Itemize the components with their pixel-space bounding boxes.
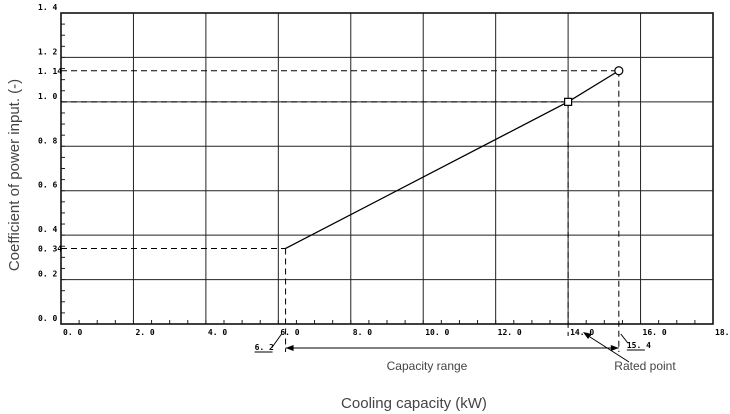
x-max-value-label: 15. 4 (627, 341, 651, 350)
y-tick-label: 1. 2 (38, 47, 57, 56)
series-layer (285, 66, 624, 250)
grid (60, 12, 714, 325)
y-tick-label: 1. 4 (38, 3, 57, 12)
y-tick-label: 0. 6 (38, 181, 57, 190)
y-tick-label: 0. 4 (38, 225, 57, 234)
x-tick-label: 2. 0 (135, 328, 154, 337)
x-min-value-label: 6. 2 (255, 343, 274, 352)
rated-point-arrowhead (583, 332, 592, 339)
series-line (285, 70, 620, 250)
x-tick-label: 10. 0 (425, 328, 449, 337)
capacity-arrowhead-right (610, 345, 619, 351)
x-min-leader (271, 333, 282, 349)
x-tick-label: 0. 0 (63, 328, 82, 337)
y-tick-label: 0. 0 (38, 314, 57, 323)
plot-frame (60, 12, 714, 325)
capacity-range-label: Capacity range (387, 359, 468, 373)
rated-point-marker (564, 97, 573, 106)
rated-point-leader (589, 336, 630, 363)
y-axis-label: Coefficient of power input. (-) (6, 79, 23, 271)
x-tick-label: 8. 0 (353, 328, 372, 337)
x-tick-label: 4. 0 (208, 328, 227, 337)
x-tick-label: 6. 0 (280, 328, 299, 337)
x-tick-labels: 0. 0 2. 0 4. 0 6. 0 8. 0 10. 0 12. 0 14. 0 16. 0… (63, 328, 730, 337)
x-tick-label: 12. 0 (498, 328, 522, 337)
capacity-arrowhead-left (285, 345, 294, 351)
y-tick-label: 0. 2 (38, 270, 57, 279)
reference-lines (61, 70, 620, 352)
x-max-leader (620, 333, 629, 344)
y-max-value-label: 1. 14 (38, 67, 62, 76)
y-tick-label: 1. 0 (38, 92, 57, 101)
annotations: 1. 14 0. 34 6. 2 15. 4 (38, 67, 651, 363)
y-min-value-label: 0. 34 (38, 244, 62, 253)
x-tick-label: 16. 0 (643, 328, 667, 337)
x-tick-label: 18. 0 (715, 328, 730, 337)
x-axis-label: Cooling capacity (kW) (341, 395, 487, 412)
max-point-marker (614, 66, 624, 76)
y-tick-labels: 0. 0 0. 2 0. 4 0. 6 0. 8 1. 0 1. 2 1. 4 (38, 3, 57, 323)
y-tick-label: 0. 8 (38, 136, 57, 145)
rated-point-label: Rated point (614, 359, 676, 373)
x-tick-label: 14. 0 (570, 328, 594, 337)
